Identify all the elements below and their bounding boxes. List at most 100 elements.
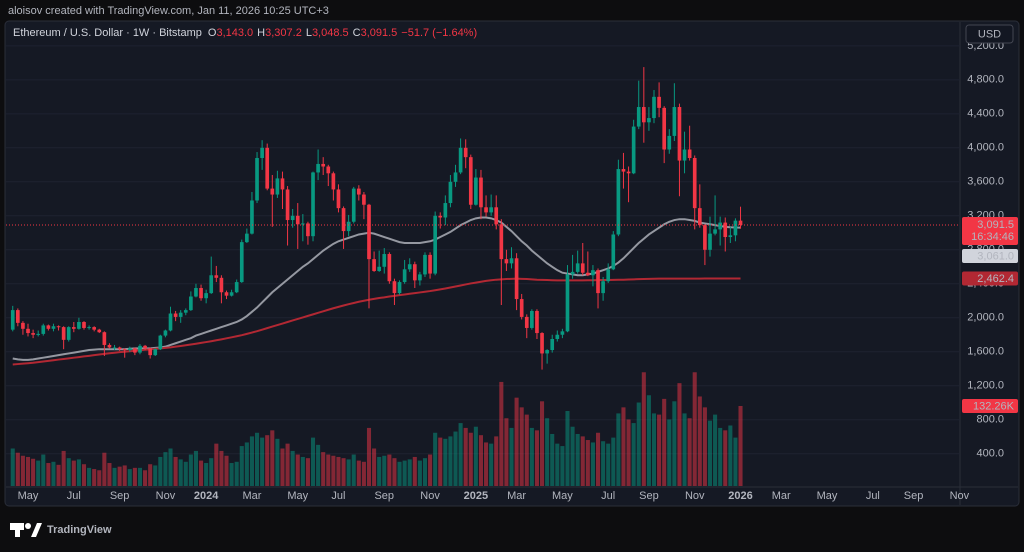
candle-body xyxy=(718,222,722,230)
candle-body xyxy=(641,107,646,123)
candle-body xyxy=(306,223,310,237)
candle-body xyxy=(397,282,402,294)
candle-body xyxy=(550,338,555,351)
candle-body xyxy=(708,233,712,250)
candle-body xyxy=(290,215,295,221)
volume-bar xyxy=(204,463,209,486)
candle-body xyxy=(56,326,61,328)
currency-button[interactable] xyxy=(965,24,1014,44)
candle-body xyxy=(580,263,585,273)
candle-body xyxy=(616,169,621,235)
candle-body xyxy=(626,171,631,174)
x-tick-label: May xyxy=(287,490,308,502)
volume-bar xyxy=(97,470,102,486)
volume-bar xyxy=(723,430,728,486)
candle-body xyxy=(356,188,361,195)
volume-bar xyxy=(478,435,484,486)
volume-bar xyxy=(377,456,382,486)
candle-body xyxy=(423,254,427,275)
candle-body xyxy=(667,135,672,150)
volume-bar xyxy=(173,456,178,486)
currency-button-label[interactable]: USD xyxy=(978,28,1001,40)
volume-bar xyxy=(570,426,575,486)
candle-body xyxy=(82,322,86,328)
candle-body xyxy=(682,149,687,161)
volume-bar xyxy=(713,414,718,486)
volume-bar xyxy=(494,436,499,486)
volume-bar xyxy=(305,458,310,486)
x-tick-label: Sep xyxy=(639,490,659,502)
x-tick-label: Nov xyxy=(950,490,970,502)
candle-body xyxy=(26,328,30,334)
candle-body xyxy=(601,281,605,294)
chart-legend: Ethereum / U.S. Dollar · 1W · Bitstamp O3… xyxy=(13,27,477,39)
volume-bar xyxy=(178,459,183,486)
volume-bar xyxy=(51,461,56,486)
candle-body xyxy=(331,173,336,190)
volume-bar xyxy=(504,418,509,486)
volume-bar xyxy=(193,450,198,486)
volume-bar xyxy=(81,464,87,486)
volume-bar xyxy=(484,442,489,486)
volume-bar xyxy=(595,432,601,486)
volume-bar xyxy=(585,440,590,486)
volume-bar xyxy=(636,402,641,486)
candle-body xyxy=(117,347,122,350)
candle-body xyxy=(514,258,519,300)
volume-bar xyxy=(631,423,636,486)
candle-body xyxy=(692,158,697,209)
x-tick-label: Mar xyxy=(507,490,526,502)
x-tick-label: Nov xyxy=(156,490,176,502)
candle-body xyxy=(636,107,641,127)
volume-bar xyxy=(519,407,524,486)
last-price-box xyxy=(962,217,1018,246)
candle-body xyxy=(224,292,229,296)
candle-body xyxy=(133,348,137,353)
volume-bar xyxy=(657,414,662,486)
volume-bar xyxy=(148,464,153,486)
candle-body xyxy=(336,189,341,209)
volume-bar xyxy=(356,460,361,486)
legend-value: 3,307.2 xyxy=(265,27,302,39)
candle-body xyxy=(443,203,448,218)
volume-bar xyxy=(402,460,407,486)
candle-body xyxy=(270,188,275,195)
candle-body xyxy=(479,177,483,208)
candle-body xyxy=(280,178,285,190)
candle-body xyxy=(428,254,432,274)
volume-bar xyxy=(183,461,188,486)
candle-body xyxy=(112,347,117,349)
volume-bar xyxy=(545,418,550,486)
candle-body xyxy=(46,325,51,329)
candle-body xyxy=(697,208,702,226)
volume-bar xyxy=(295,454,300,486)
volume-bar xyxy=(412,456,417,486)
legend-change: −51.7 (−1.64%) xyxy=(401,27,477,39)
x-tick-label: Jul xyxy=(601,490,615,502)
candle-body xyxy=(631,126,636,174)
volume-bar xyxy=(76,459,81,486)
volume-bar xyxy=(163,452,168,486)
volume-bar xyxy=(188,454,193,486)
candle-body xyxy=(387,254,392,282)
volume-bar xyxy=(687,418,692,486)
volume-bar xyxy=(555,443,560,486)
volume-bar xyxy=(336,456,341,486)
volume-bar xyxy=(550,433,555,486)
candle-body xyxy=(677,107,682,161)
volume-bar xyxy=(265,435,270,486)
x-tick-label: 2026 xyxy=(728,490,752,502)
x-tick-label: Nov xyxy=(420,490,440,502)
volume-bar xyxy=(529,427,534,486)
candle-body xyxy=(285,189,290,221)
volume-bar xyxy=(20,455,25,486)
candle-body xyxy=(474,177,478,205)
ma-price-label: 3,061.0 xyxy=(977,250,1014,262)
volume-bar xyxy=(448,436,453,486)
volume-value-label: 132.26K xyxy=(973,400,1015,412)
candle-body xyxy=(484,207,488,213)
ma-price-label: 2,462.4 xyxy=(977,273,1014,285)
volume-bar xyxy=(641,372,646,486)
y-tick-label: 800.0 xyxy=(976,414,1004,426)
plot-area xyxy=(6,45,960,486)
